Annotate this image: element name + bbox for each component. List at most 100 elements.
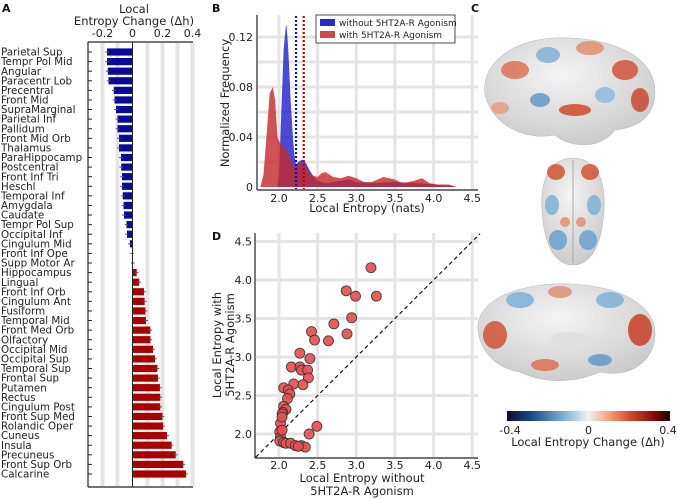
scatter-point [370, 290, 382, 302]
bar [122, 182, 133, 190]
region-label: Hippocampus [1, 267, 71, 279]
panel-b-ytick-label: 0.12 [229, 31, 254, 44]
region-label: Front Mid Orb [1, 133, 71, 145]
region-label: Front Med Orb [1, 325, 74, 337]
panel-label-d: D [212, 230, 221, 243]
region-label: Parietal Inf [1, 114, 57, 126]
region-label: Front Inf Ope [1, 248, 68, 260]
region-label: Calcarine [1, 469, 49, 481]
panel-d-xtick-label: 3.0 [348, 459, 366, 472]
panel-d-scatter-chart: 2.0 2.5 3.0 3.5 4.0 4.5 2.0 2.5 3.0 3.5 4.0 4.5 Loc… [210, 233, 481, 498]
panel-b-legend: without 5HT2A-R Agonism with 5HT2A-R Ago… [315, 14, 457, 44]
colorbar-tick-zero: 0 [585, 424, 592, 437]
bar [126, 230, 133, 238]
scatter-point [350, 290, 361, 302]
bar [121, 163, 133, 171]
region-label: Precuneus [1, 449, 54, 461]
panel-d-xtick-label: 4.0 [425, 459, 443, 472]
panel-a-xtick-label: 0.4 [184, 27, 202, 40]
bar [132, 441, 172, 449]
scatter-point [276, 411, 288, 423]
region-label: Tempr Pol Mid [0, 56, 73, 68]
panel-label-b: B [212, 2, 220, 15]
region-label: Temporal Mid [0, 315, 70, 327]
scatter-point [304, 353, 316, 364]
region-label: Cingulum Ant [1, 296, 71, 308]
region-label: Postcentral [1, 162, 59, 174]
panel-b-xtick-label: 4.5 [464, 192, 482, 205]
panel-b-xtick-label: 2.5 [309, 192, 327, 205]
region-label: Front Mid [1, 95, 49, 107]
panel-d-ytick-label: 3.0 [235, 351, 253, 364]
scatter-point [346, 312, 358, 324]
scatter-point [341, 328, 353, 340]
panel-a-bar-chart: Local Entropy Change (Δh) -0.2 0 0.2 0.4 Par… [0, 2, 202, 488]
region-label: Angular [1, 66, 42, 78]
bar [126, 221, 133, 229]
bar [117, 125, 133, 133]
region-label: ParaHippocamp [1, 152, 82, 164]
bar [113, 86, 133, 94]
identity-line [255, 233, 481, 458]
region-label: Supp Motor Ar [1, 258, 75, 270]
scatter-point [297, 379, 309, 391]
panel-b-xlabel: Local Entropy (nats) [309, 201, 425, 215]
bar [107, 57, 133, 66]
scatter-point [323, 335, 334, 347]
bar [123, 201, 133, 210]
scatter-point [328, 318, 340, 330]
region-label: Precentral [1, 85, 53, 97]
panel-d-xtick-label: 2.5 [309, 459, 327, 472]
region-label: Tempr Pol Sup [0, 219, 74, 231]
region-label: Front Sup Med [1, 411, 75, 423]
bar [117, 115, 133, 123]
region-label: Occipital Inf [1, 229, 63, 241]
legend-box [315, 14, 456, 44]
panel-d-xlabel-line1: Local Entropy without [299, 471, 425, 485]
panel-d-xtick-label: 2.0 [270, 459, 288, 472]
bar [122, 173, 133, 181]
bar [116, 105, 133, 114]
region-label: Temporal Inf [0, 190, 65, 202]
panel-a-title-line2: Entropy Change (Δh) [74, 14, 194, 28]
panel-b-ytick-label: 0.04 [229, 131, 254, 144]
region-label: Fusiform [1, 306, 45, 318]
panel-b-ylabel: Normalized Frequency [218, 39, 232, 167]
bar [132, 316, 146, 325]
panel-b-xtick-label: 4.0 [425, 192, 443, 205]
region-label: SupraMarginal [1, 104, 75, 116]
bar [132, 278, 140, 286]
panel-b-density-chart: 2.0 2.5 3.0 3.5 4.0 4.5 0 0.04 0.08 0.12 Local En… [218, 14, 482, 215]
panel-b-xtick-label: 3.0 [348, 192, 366, 205]
panel-b-xtick-label: 2.0 [270, 192, 288, 205]
panel-d-ytick-label: 2.0 [235, 428, 253, 441]
scatter-point [309, 334, 321, 346]
region-label: Rolandic Oper [1, 421, 74, 433]
bar [132, 460, 184, 469]
bar [107, 67, 133, 75]
bar [132, 268, 137, 277]
panel-label-a: A [2, 2, 11, 15]
panel-a-xtick-label: 0 [129, 27, 136, 40]
bar [119, 134, 133, 142]
panel-b-xtick-label: 3.5 [386, 192, 404, 205]
panel-d-ylabel-line1: Local Entropy with [210, 292, 224, 398]
region-label: Pallidum [1, 123, 45, 135]
colorbar [507, 411, 670, 421]
panel-c-brain-maps: -0.4 0 0.4 Local Entropy Change (Δh) [477, 37, 677, 449]
bar [132, 288, 145, 296]
panel-d-ylabel-line2: 5HT2A-R Agonism [223, 293, 237, 397]
region-label: Front Sup Orb [1, 459, 72, 471]
bar [132, 364, 158, 373]
bar [132, 297, 145, 305]
legend-swatch-without [320, 19, 335, 26]
region-label: Occipital Mid [1, 344, 67, 356]
scatter-point [303, 428, 315, 440]
bar [132, 374, 158, 382]
scatter-point [276, 424, 288, 436]
region-label: Thalamus [0, 143, 51, 155]
bar [108, 77, 133, 85]
panel-b-ytick-label: 0.08 [229, 81, 254, 94]
bar [132, 393, 161, 401]
